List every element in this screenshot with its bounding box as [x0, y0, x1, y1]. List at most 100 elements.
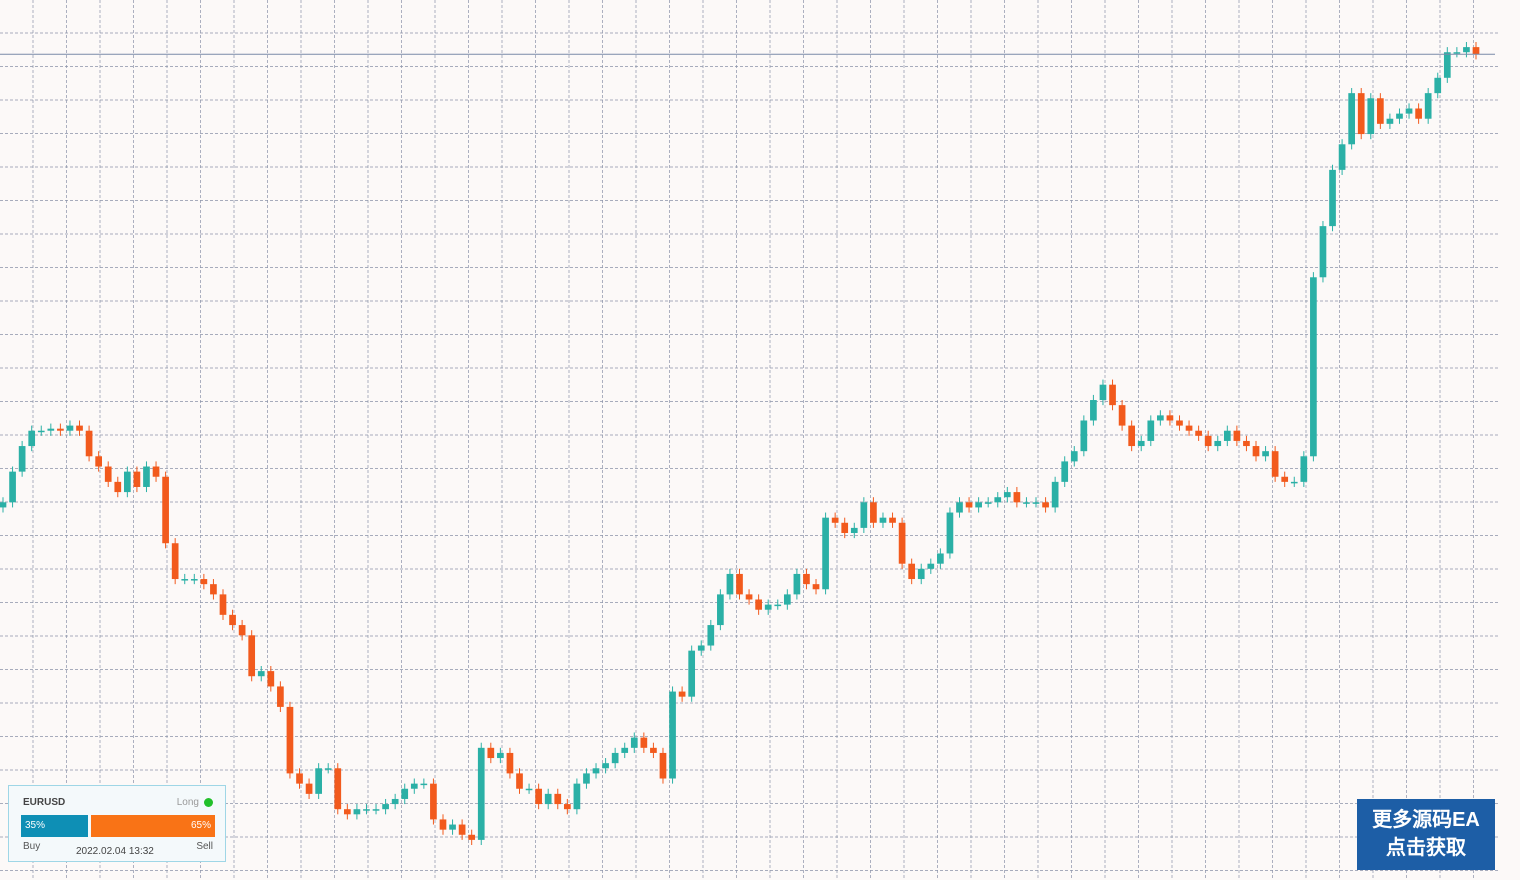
candle-body	[1042, 502, 1049, 508]
candle-body	[640, 737, 648, 748]
candle-body	[152, 466, 160, 477]
candle-body	[956, 502, 963, 513]
candle-body	[1118, 405, 1126, 426]
candle-body	[123, 471, 131, 493]
candle-body	[487, 747, 495, 759]
candle-body	[219, 594, 227, 615]
candle-body	[573, 783, 581, 810]
candle-body	[516, 773, 523, 789]
candle-body	[764, 604, 772, 610]
candle-body	[1051, 481, 1059, 508]
candle-body	[870, 502, 877, 523]
candle-body	[497, 752, 504, 759]
candle-body	[1348, 93, 1356, 145]
candle-body	[210, 584, 217, 595]
candle-body	[927, 563, 935, 569]
candle-body	[229, 614, 236, 626]
candle-body	[1338, 144, 1346, 170]
candle-body	[1300, 456, 1308, 482]
candle-body	[1415, 108, 1422, 119]
candle-body	[860, 502, 868, 528]
candle-body	[0, 502, 7, 508]
candle-body	[1252, 446, 1260, 457]
candle-body	[162, 476, 169, 544]
candle-body	[286, 706, 294, 774]
candle-body	[1233, 430, 1241, 441]
candle-body	[669, 691, 676, 779]
candle-body	[1080, 420, 1088, 452]
ratio-bar: 35% 65%	[21, 815, 215, 837]
candle-body	[372, 809, 380, 811]
candle-body	[133, 471, 141, 487]
candle-body	[305, 783, 313, 794]
candle-body	[774, 604, 782, 607]
candle-body	[659, 752, 667, 779]
candle-body	[181, 579, 189, 581]
candle-body	[248, 635, 256, 677]
candle-body	[889, 517, 896, 523]
candle-body	[391, 798, 399, 805]
candle-body	[1128, 425, 1136, 447]
candle-body	[1099, 384, 1107, 401]
candle-body	[353, 809, 361, 815]
candle-body	[1204, 435, 1212, 447]
candle-body	[1176, 420, 1183, 426]
candle-body	[1109, 384, 1116, 406]
bias: Long	[176, 797, 199, 808]
candle-body	[583, 773, 590, 784]
candle-body	[401, 788, 409, 799]
candle-body	[1223, 430, 1231, 441]
candle-body	[171, 543, 179, 580]
candle-body	[1023, 502, 1030, 504]
candle-body	[47, 428, 55, 431]
candle-body	[822, 517, 829, 590]
candle-body	[1377, 98, 1384, 124]
candle-body	[1424, 93, 1432, 119]
candle-body	[1137, 440, 1145, 447]
promo-button[interactable]: 更多源码EA 点击获取	[1357, 799, 1495, 870]
candle-body	[1243, 440, 1250, 447]
candle-body	[1310, 277, 1317, 457]
candle-body	[143, 466, 150, 487]
candle-body	[1003, 492, 1011, 498]
candle-body	[563, 804, 571, 810]
candle-body	[831, 517, 839, 523]
candle-body	[296, 773, 303, 784]
candle-body	[257, 671, 265, 677]
candle-body	[334, 768, 342, 810]
candle-body	[726, 573, 734, 595]
candle-body	[1434, 77, 1442, 94]
candle-body	[468, 834, 476, 840]
candle-body	[984, 502, 992, 504]
sell-bar: 65%	[90, 815, 215, 837]
candle-body	[994, 497, 1002, 503]
candle-body	[965, 502, 973, 508]
candle-body	[506, 752, 514, 774]
candle-body	[917, 568, 925, 580]
candle-body	[1367, 98, 1375, 135]
candle-body	[841, 522, 849, 534]
candle-body	[707, 625, 715, 646]
candle-body	[812, 584, 820, 590]
candle-body	[449, 824, 456, 830]
candle-body	[611, 752, 619, 764]
candle-body	[1147, 420, 1155, 441]
candle-body	[1329, 169, 1336, 227]
candle-body	[95, 456, 102, 467]
candle-body	[1453, 52, 1461, 54]
candle-body	[736, 573, 743, 595]
candle-body	[937, 553, 944, 564]
candle-body	[66, 425, 74, 431]
candle-body	[1271, 451, 1279, 477]
candle-body	[697, 645, 705, 651]
candle-body	[1463, 47, 1470, 53]
buy-bar: 35%	[21, 815, 88, 837]
candle-body	[76, 425, 83, 431]
candle-body	[277, 686, 284, 707]
candle-body	[908, 563, 916, 580]
candle-body	[630, 737, 638, 748]
candle-body	[37, 430, 45, 433]
candle-body	[85, 430, 93, 457]
candle-body	[1061, 461, 1069, 482]
